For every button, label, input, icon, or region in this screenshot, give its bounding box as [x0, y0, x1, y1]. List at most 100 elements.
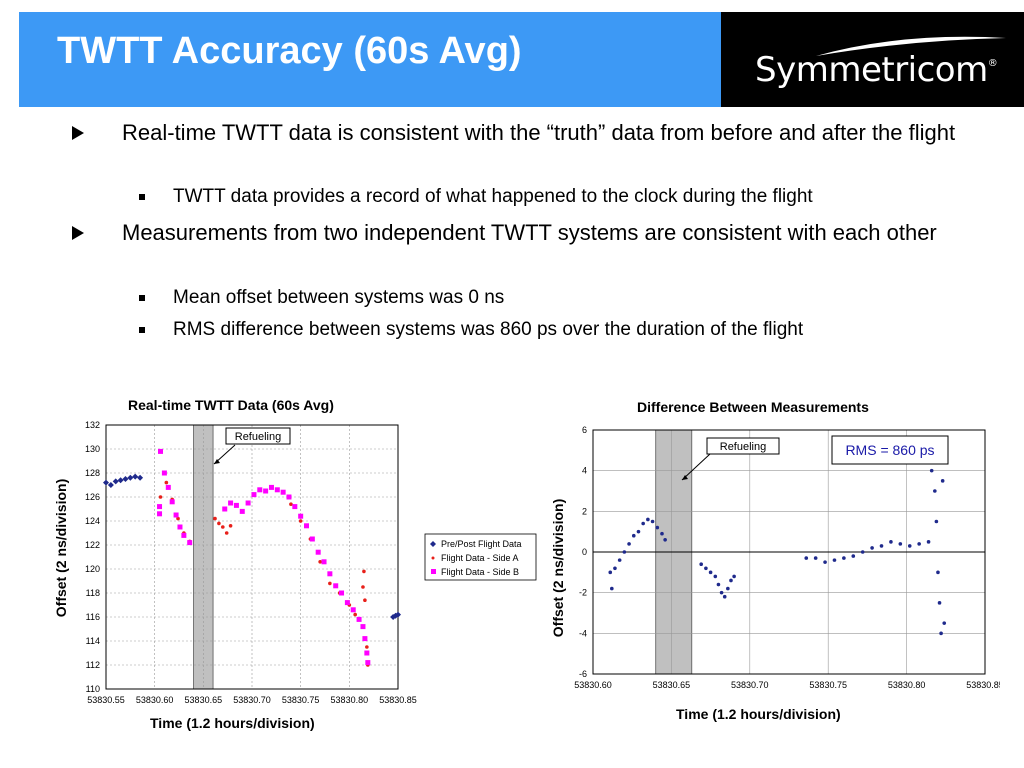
y-tick-label: -6 — [579, 669, 587, 679]
y-tick-label: 6 — [582, 425, 587, 435]
data-point — [939, 631, 943, 636]
data-point — [364, 650, 370, 656]
chart1-title: Real-time TWTT Data (60s Avg) — [128, 397, 334, 413]
legend-label: Flight Data - Side A — [441, 553, 519, 563]
y-tick-label: 110 — [86, 684, 100, 694]
data-point — [926, 540, 931, 544]
data-point — [228, 500, 234, 506]
data-point — [708, 570, 713, 575]
data-point — [239, 508, 245, 514]
data-point — [699, 562, 703, 566]
data-point — [165, 484, 171, 490]
data-point — [641, 521, 645, 526]
data-point — [942, 621, 947, 625]
chart2-plot: -6 -4 -2 0 2 4 6 53830.60 53830.65 53830.70 53830.… — [574, 425, 1000, 690]
data-point — [257, 487, 263, 493]
legend-marker — [430, 541, 436, 547]
annotation-box — [225, 427, 291, 445]
y-tick-label: 2 — [582, 506, 587, 516]
data-point — [362, 569, 366, 574]
data-point — [804, 556, 809, 560]
y-tick-label: 120 — [85, 564, 100, 574]
y-tick-label: 112 — [86, 660, 100, 670]
rms-label-text: RMS = 860 ps — [845, 442, 934, 458]
data-point — [315, 549, 321, 555]
data-point — [221, 525, 225, 529]
sub-bullet-square-icon — [139, 295, 145, 301]
x-tick-label: 53830.85 — [379, 695, 417, 705]
data-point — [173, 512, 179, 518]
data-point — [103, 479, 109, 486]
y-tick-label: 126 — [85, 492, 100, 502]
y-tick-label: 128 — [85, 468, 100, 478]
plot-frame — [105, 424, 399, 690]
data-point — [842, 556, 846, 560]
data-point — [280, 489, 286, 495]
data-point — [362, 636, 368, 642]
data-point — [127, 474, 134, 481]
data-point — [327, 571, 333, 577]
x-tick-label: 53830.65 — [185, 695, 223, 705]
data-point — [251, 492, 257, 498]
data-point — [169, 499, 175, 505]
data-point — [233, 502, 239, 508]
x-tick-label: 53830.70 — [731, 680, 769, 690]
y-tick-label: 132 — [85, 420, 100, 430]
data-point — [344, 600, 350, 606]
y-tick-label: 114 — [86, 636, 100, 646]
data-point — [137, 474, 144, 481]
data-point — [333, 583, 339, 589]
data-point — [353, 612, 357, 617]
data-point — [289, 502, 293, 506]
data-point — [274, 487, 280, 493]
data-point — [936, 570, 940, 575]
data-point — [719, 590, 724, 595]
data-point — [268, 484, 274, 490]
data-point — [176, 516, 180, 521]
data-point — [870, 546, 874, 550]
data-point — [107, 482, 114, 488]
data-point — [646, 517, 650, 522]
data-point — [361, 585, 365, 589]
data-point — [907, 544, 912, 548]
x-tick-label: 53830.65 — [653, 680, 691, 690]
data-point — [263, 488, 269, 494]
data-point — [636, 529, 641, 534]
data-point — [929, 468, 934, 473]
data-point — [365, 645, 369, 649]
data-point — [321, 559, 327, 565]
data-point — [622, 550, 627, 554]
sub-bullet-square-icon — [139, 194, 145, 200]
data-point — [726, 586, 730, 591]
sub-bullet-2-1: Mean offset between systems was 0 ns — [173, 287, 505, 308]
data-point — [933, 489, 937, 493]
data-point — [157, 504, 163, 510]
data-point — [298, 519, 303, 523]
chart1-plot: 110 112 114 116 118 120 122 124 126 128 130 132 5383… — [85, 420, 537, 705]
data-point — [117, 477, 124, 484]
data-point — [823, 560, 827, 564]
data-point — [181, 532, 187, 538]
data-point — [177, 524, 183, 530]
data-point — [161, 470, 167, 476]
legend-label: Flight Data - Side B — [441, 567, 519, 577]
data-point — [360, 624, 366, 630]
data-point — [713, 574, 718, 579]
data-point — [158, 495, 163, 499]
data-point — [610, 586, 614, 591]
data-point — [813, 556, 818, 560]
data-point — [716, 582, 721, 587]
sub-bullet-square-icon — [139, 327, 145, 333]
data-point — [655, 525, 660, 530]
chart1-ylabel: Offset (2 ns/division) — [53, 478, 69, 618]
legend-box — [424, 533, 537, 581]
y-tick-label: -4 — [579, 628, 587, 638]
y-tick-label: 122 — [85, 540, 100, 550]
legend-marker — [431, 569, 436, 574]
data-point — [224, 531, 229, 535]
data-point — [339, 590, 345, 596]
data-point — [392, 612, 399, 619]
data-point — [187, 540, 193, 546]
data-point — [860, 550, 865, 554]
logo: Symmetricom® — [721, 12, 1024, 107]
